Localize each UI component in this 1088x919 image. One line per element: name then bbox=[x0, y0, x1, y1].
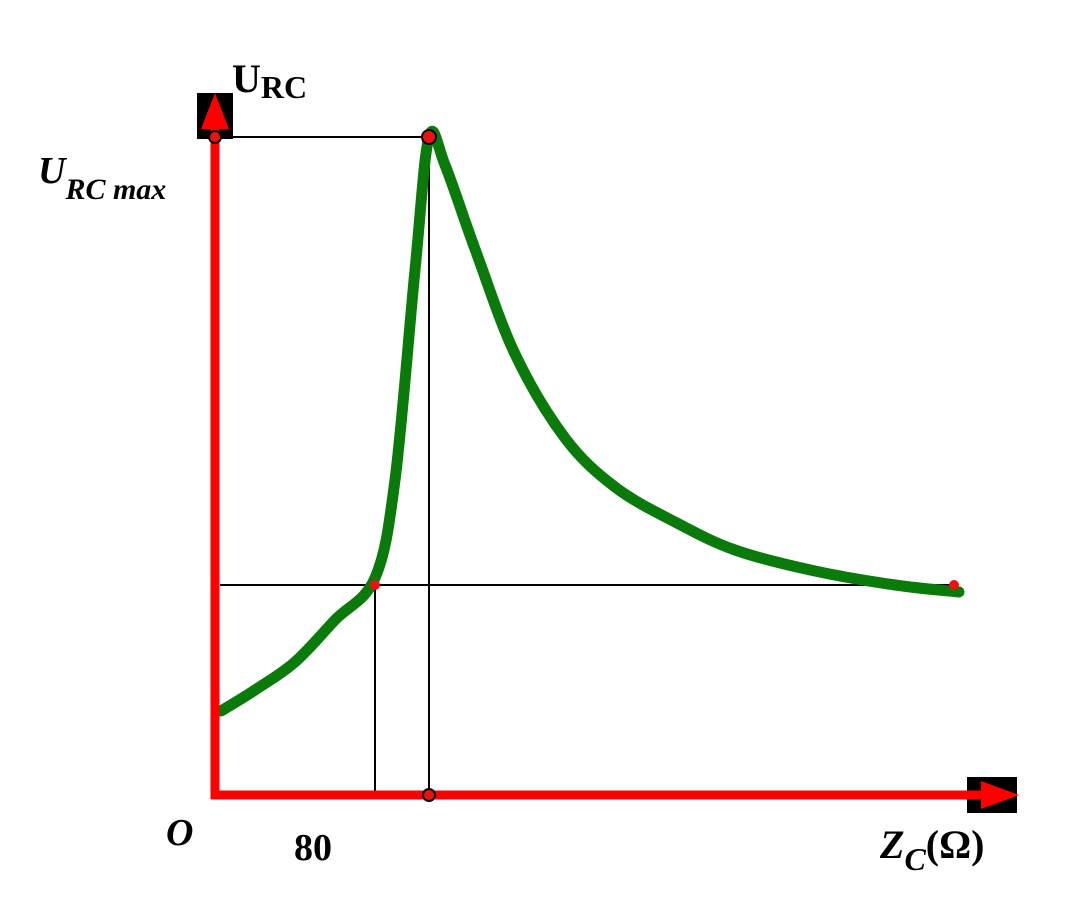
y-axis-label: URC bbox=[232, 56, 307, 105]
series-line-urc bbox=[215, 125, 965, 717]
peak-point bbox=[421, 129, 437, 145]
x-axis-arrowhead bbox=[981, 781, 1019, 809]
origin-label: O bbox=[166, 812, 193, 854]
y-axis-max-point bbox=[208, 130, 222, 144]
y-axis-arrowhead bbox=[201, 93, 229, 129]
reference-line-end-point bbox=[949, 580, 959, 590]
x-axis-peak-point bbox=[422, 788, 436, 802]
x-axis-label: ZC(Ω) bbox=[879, 822, 984, 877]
y-max-label: URC max bbox=[38, 150, 166, 206]
x-tick-label-80: 80 bbox=[294, 827, 332, 869]
crossing-point-80 bbox=[370, 580, 380, 590]
